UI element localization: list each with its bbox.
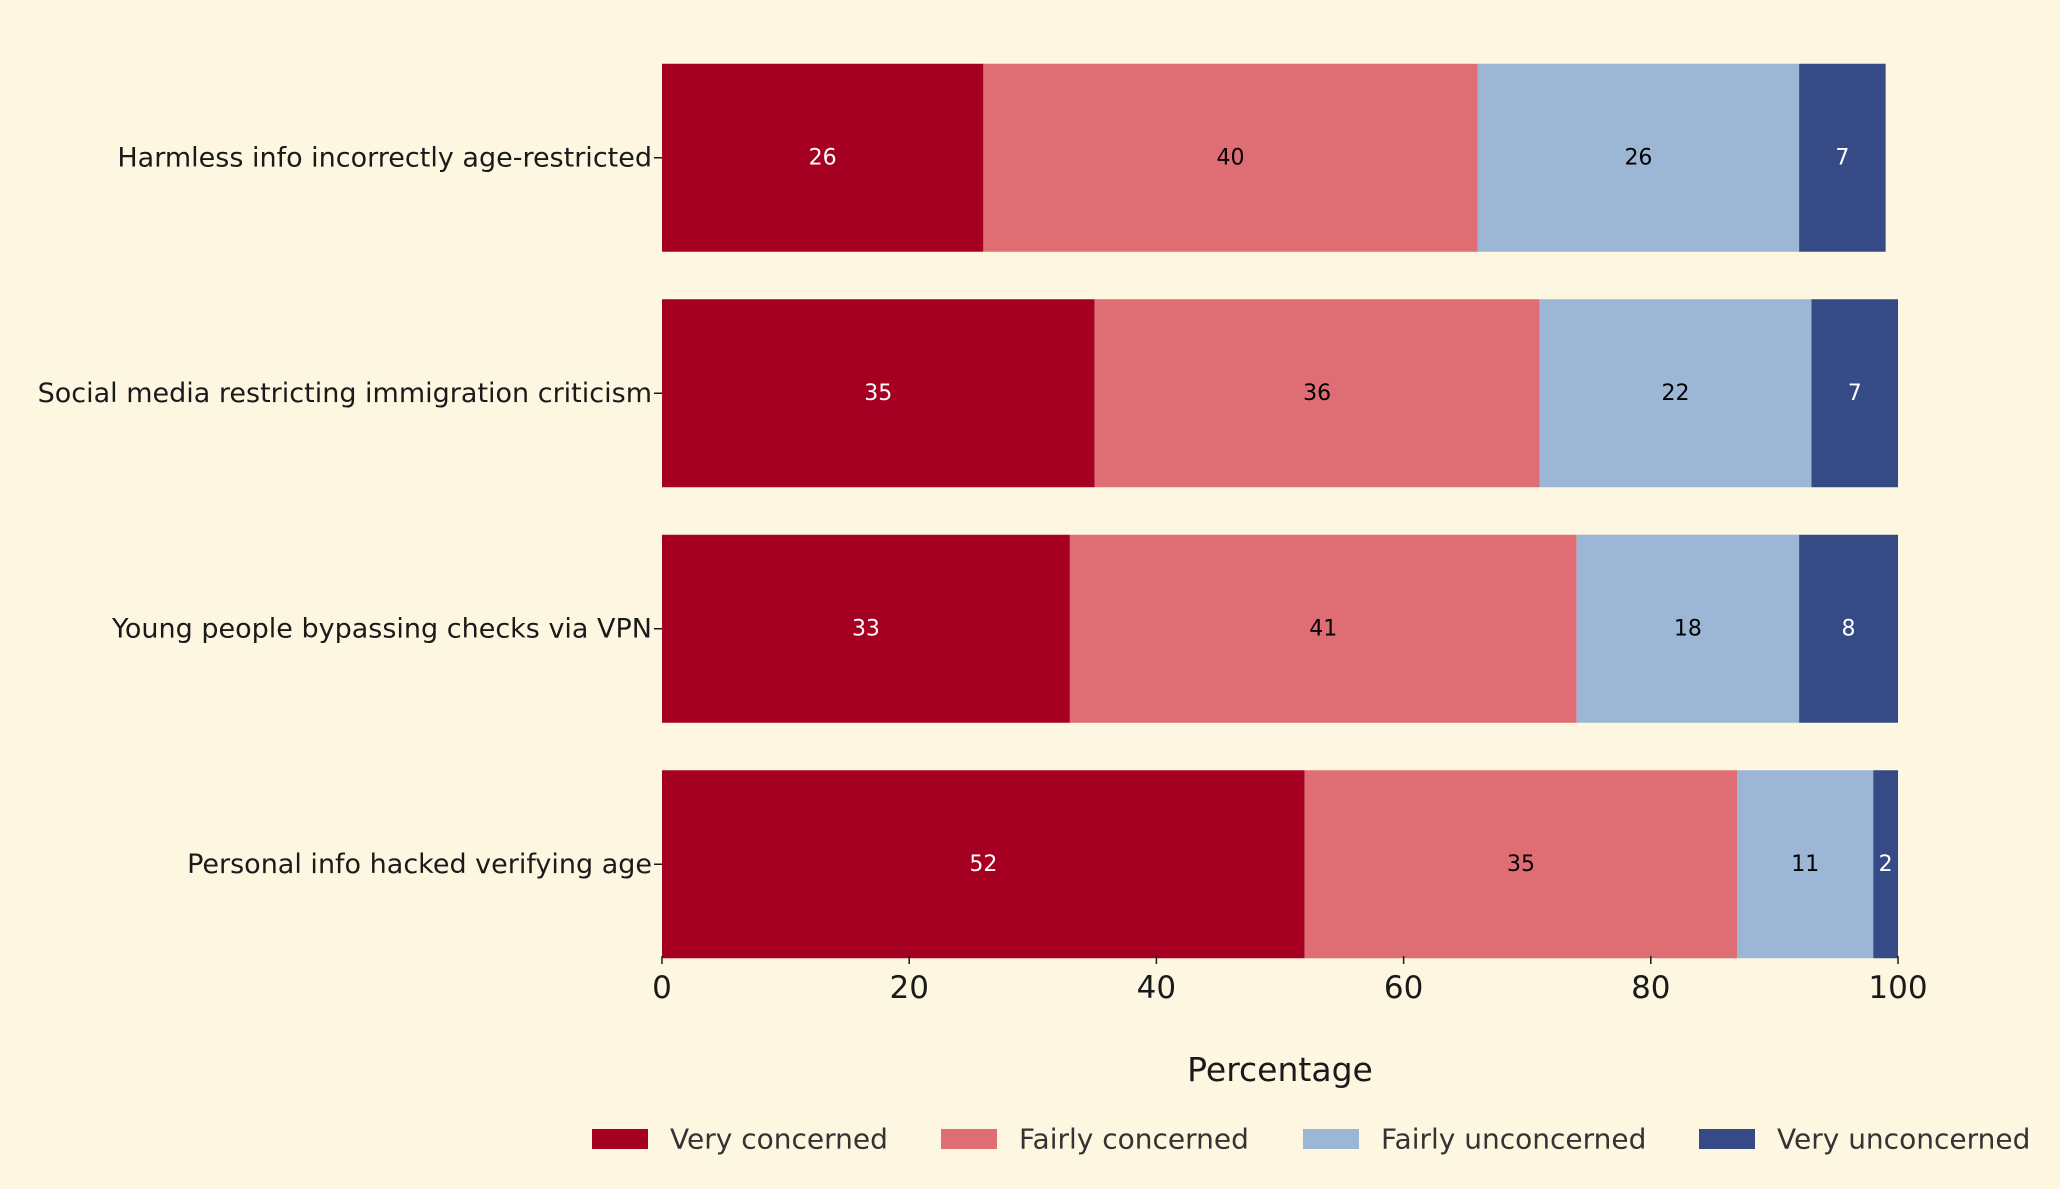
- legend-entry-label: Fairly concerned: [1019, 1123, 1249, 1156]
- bar-segment-very-concerned: [662, 63, 984, 252]
- bar-segment-fairly-concerned: [1304, 770, 1738, 959]
- y-axis-category-labels: Harmless info incorrectly age-restricted…: [38, 142, 662, 880]
- legend-swatch: [1303, 1129, 1359, 1149]
- bar-value-label: 35: [1507, 852, 1535, 877]
- legend-entry-label: Very concerned: [670, 1123, 888, 1156]
- bar-segment-very-unconcerned: [1799, 63, 1886, 252]
- bar-segment-very-concerned: [662, 299, 1095, 488]
- bar-segment-fairly-concerned: [1069, 534, 1577, 723]
- bar-value-label: 36: [1303, 381, 1331, 406]
- bar-segment-fairly-unconcerned: [1477, 63, 1800, 252]
- bar-value-label: 8: [1842, 616, 1856, 641]
- x-tick-label: 80: [1631, 970, 1670, 1006]
- bar-value-label: 35: [864, 381, 892, 406]
- y-category-label: Young people bypassing checks via VPN: [111, 613, 652, 644]
- bar-segment-very-unconcerned: [1811, 299, 1898, 488]
- x-tick-label: 0: [652, 970, 672, 1006]
- legend-entry-label: Fairly unconcerned: [1381, 1123, 1646, 1156]
- bar-value-label: 7: [1848, 381, 1862, 406]
- bar-segment-very-concerned: [662, 534, 1070, 723]
- bar-value-label: 11: [1791, 852, 1819, 877]
- x-axis-title: Percentage: [1187, 1050, 1373, 1089]
- x-tick-label: 40: [1137, 970, 1176, 1006]
- bar-segment-fairly-concerned: [983, 63, 1478, 252]
- bar-value-label: 26: [809, 145, 837, 170]
- bar-segment-fairly-unconcerned: [1576, 534, 1800, 723]
- bar-value-labels: 26 40 26 7 35 36 22 7 33 41 18 8 52 35 11 2: [809, 145, 1893, 877]
- bar-segment-fairly-unconcerned: [1737, 770, 1874, 959]
- y-category-label: Personal info hacked verifying age: [187, 849, 652, 880]
- y-category-label: Social media restricting immigration cri…: [38, 378, 652, 409]
- bar-value-label: 18: [1674, 616, 1702, 641]
- bar-value-label: 33: [852, 616, 880, 641]
- legend: Very concerned Fairly concerned Fairly unc…: [592, 1123, 2030, 1156]
- x-tick-label: 100: [1868, 970, 1927, 1006]
- bar-segment-very-unconcerned: [1799, 534, 1898, 723]
- bars-layer: [662, 63, 1898, 959]
- x-tick-label: 60: [1384, 970, 1423, 1006]
- bar-segment-fairly-concerned: [1094, 299, 1540, 488]
- bar-segment-very-concerned: [662, 770, 1305, 959]
- bar-value-label: 40: [1217, 145, 1245, 170]
- x-tick-label: 20: [889, 970, 928, 1006]
- bar-segment-fairly-unconcerned: [1539, 299, 1812, 488]
- bar-value-label: 2: [1879, 852, 1893, 877]
- bar-value-label: 52: [969, 852, 997, 877]
- y-category-label: Harmless info incorrectly age-restricted: [117, 142, 652, 173]
- bar-value-label: 22: [1662, 381, 1690, 406]
- legend-swatch: [592, 1129, 648, 1149]
- bar-value-label: 41: [1309, 616, 1337, 641]
- legend-entry-label: Very unconcerned: [1777, 1123, 2030, 1156]
- x-axis: 0 20 40 60 80 100: [652, 956, 1928, 1006]
- legend-swatch: [1699, 1129, 1755, 1149]
- bar-segment-very-unconcerned: [1873, 770, 1898, 959]
- bar-value-label: 7: [1835, 145, 1849, 170]
- bar-value-label: 26: [1624, 145, 1652, 170]
- legend-swatch: [941, 1129, 997, 1149]
